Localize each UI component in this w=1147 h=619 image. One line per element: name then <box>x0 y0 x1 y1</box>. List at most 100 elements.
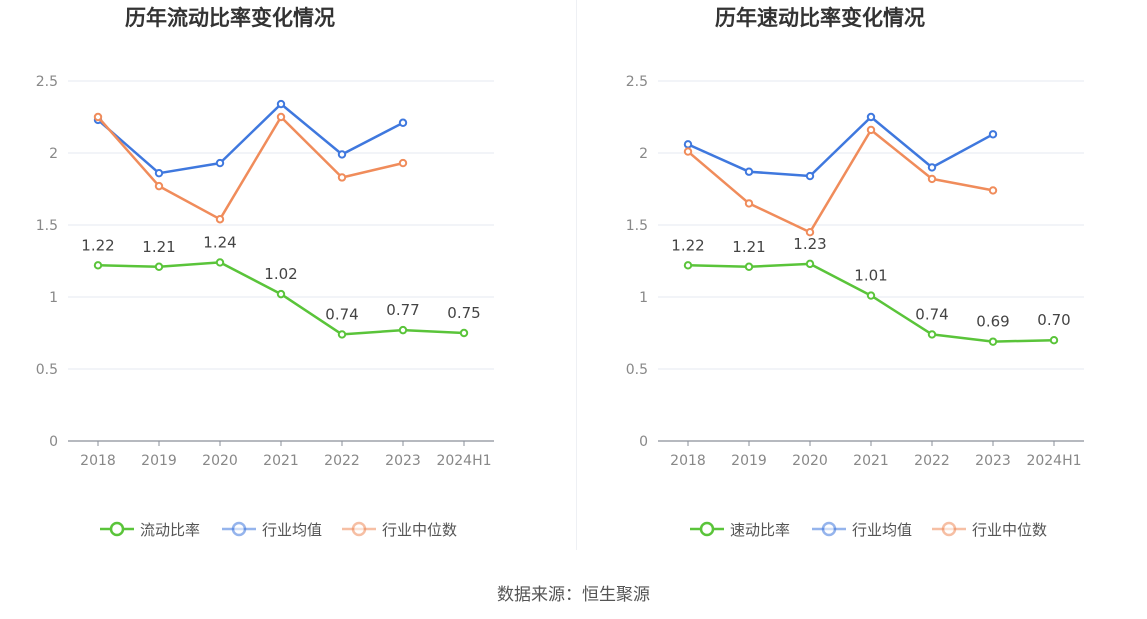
data-point-2 <box>398 158 408 168</box>
data-point-1 <box>744 167 754 176</box>
x-tick-label: 2020 <box>792 453 828 469</box>
panel-divider <box>576 0 577 550</box>
x-tick-label: 2024H1 <box>436 453 491 469</box>
chart-title: 历年流动比率变化情况 <box>125 6 335 30</box>
legend-marker <box>941 521 957 537</box>
y-tick-label: 2.5 <box>626 74 648 90</box>
data-point-2 <box>927 174 937 184</box>
data-point-1 <box>154 168 164 178</box>
legend-item-0: 流动比率 <box>100 521 200 539</box>
data-point-0 <box>215 258 225 267</box>
data-point-2 <box>683 147 693 156</box>
y-tick-label: 1 <box>49 290 58 306</box>
data-label: 1.22 <box>81 236 114 254</box>
data-point-0 <box>866 291 876 300</box>
data-point-0 <box>398 325 408 335</box>
data-point-1 <box>398 118 408 127</box>
legend-label: 行业中位数 <box>382 521 457 539</box>
y-tick-label: 1.5 <box>36 218 58 234</box>
legend-item-1: 行业均值 <box>812 521 912 539</box>
x-tick-label: 2020 <box>202 453 238 469</box>
legend-label: 行业均值 <box>262 521 322 539</box>
legend-marker <box>109 521 125 537</box>
x-tick-label: 2021 <box>263 453 299 469</box>
legend-item-1: 行业均值 <box>222 521 322 539</box>
data-point-1 <box>805 171 815 181</box>
x-tick-label: 2023 <box>385 453 421 469</box>
data-point-2 <box>744 199 754 208</box>
data-label: 1.24 <box>203 233 236 251</box>
data-point-1 <box>988 130 998 139</box>
data-label: 1.21 <box>142 238 175 256</box>
data-source: 数据来源：恒生聚源 <box>497 585 650 605</box>
data-point-0 <box>93 261 103 270</box>
data-point-2 <box>805 228 815 237</box>
data-point-0 <box>927 330 937 339</box>
data-point-2 <box>154 181 164 191</box>
legend-item-2: 行业中位数 <box>932 521 1047 539</box>
data-point-1 <box>683 140 693 149</box>
legend-label: 行业中位数 <box>972 521 1047 539</box>
data-point-2 <box>988 186 998 195</box>
y-tick-label: 2 <box>49 146 58 162</box>
data-point-1 <box>215 158 225 168</box>
legend-marker <box>351 521 367 537</box>
data-point-0 <box>805 259 815 269</box>
data-label: 1.01 <box>854 267 887 285</box>
series-line-2 <box>97 115 404 221</box>
legend-marker <box>821 521 837 537</box>
y-tick-label: 1 <box>639 290 648 306</box>
y-tick-label: 2 <box>639 146 648 162</box>
data-point-0 <box>459 328 469 338</box>
y-tick-label: 0.5 <box>626 362 648 378</box>
data-point-2 <box>93 112 103 122</box>
y-tick-label: 0 <box>49 434 58 450</box>
data-point-2 <box>337 173 347 182</box>
data-label: 0.77 <box>386 301 419 319</box>
chart-title: 历年速动比率变化情况 <box>715 6 925 30</box>
data-label: 1.02 <box>264 265 297 283</box>
x-tick-label: 2024H1 <box>1026 453 1081 469</box>
current-ratio-chart-svg: 历年流动比率变化情况 0 0.5 1 1.5 2 2.5 2018 2019 2020 2021 20… <box>36 6 494 539</box>
legend-item-0: 速动比率 <box>690 521 790 539</box>
data-point-2 <box>866 125 876 135</box>
legend-item-2: 行业中位数 <box>342 521 457 539</box>
legend-marker <box>699 521 715 537</box>
legend-label: 行业均值 <box>852 521 912 539</box>
data-label: 0.70 <box>1037 311 1070 329</box>
data-point-2 <box>276 112 286 122</box>
data-point-0 <box>683 261 693 270</box>
x-tick-label: 2018 <box>80 453 116 469</box>
data-label: 1.21 <box>732 238 765 256</box>
data-point-1 <box>276 99 286 109</box>
series-line-1 <box>97 102 404 175</box>
data-point-1 <box>337 150 347 159</box>
y-tick-label: 1.5 <box>626 218 648 234</box>
data-point-1 <box>927 163 937 172</box>
data-point-0 <box>1049 336 1059 345</box>
data-label: 1.22 <box>671 236 704 254</box>
data-point-0 <box>744 262 754 271</box>
data-point-1 <box>866 112 876 122</box>
data-point-0 <box>276 289 286 299</box>
series-line-1 <box>687 115 994 178</box>
x-tick-label: 2019 <box>141 453 177 469</box>
legend-label: 速动比率 <box>730 521 790 539</box>
x-tick-label: 2022 <box>914 453 950 469</box>
y-tick-label: 0.5 <box>36 362 58 378</box>
quick-ratio-chart-svg: 历年速动比率变化情况 0 0.5 1 1.5 2 2.5 2018 2019 2020 2021 20… <box>626 6 1084 539</box>
x-tick-label: 2021 <box>853 453 889 469</box>
x-tick-label: 2023 <box>975 453 1011 469</box>
x-tick-label: 2018 <box>670 453 706 469</box>
legend-marker <box>231 521 247 537</box>
current-ratio-chart: 历年流动比率变化情况 0 0.5 1 1.5 2 2.5 2018 2019 2020 2021 20… <box>0 0 573 560</box>
data-label: 0.69 <box>976 313 1009 331</box>
data-point-0 <box>337 330 347 339</box>
data-label: 1.23 <box>793 235 826 253</box>
data-label: 0.74 <box>915 305 948 323</box>
data-label: 0.74 <box>325 305 358 323</box>
series-line-2 <box>687 128 994 234</box>
x-tick-label: 2022 <box>324 453 360 469</box>
data-point-0 <box>988 337 998 346</box>
data-point-2 <box>215 215 225 224</box>
